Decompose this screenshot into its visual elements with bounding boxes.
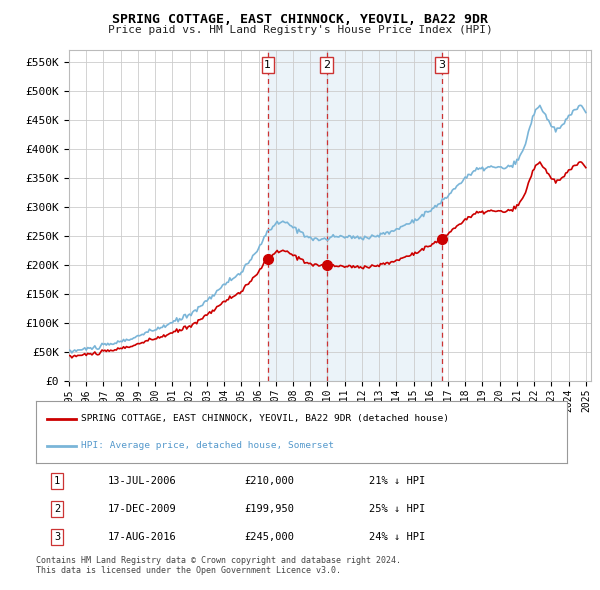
Text: 2: 2 xyxy=(323,60,330,70)
Text: SPRING COTTAGE, EAST CHINNOCK, YEOVIL, BA22 9DR (detached house): SPRING COTTAGE, EAST CHINNOCK, YEOVIL, B… xyxy=(81,414,449,423)
Text: 13-JUL-2006: 13-JUL-2006 xyxy=(108,476,176,486)
Text: £210,000: £210,000 xyxy=(245,476,295,486)
Bar xyxy=(268,50,327,381)
Text: 2: 2 xyxy=(54,504,61,514)
Text: Contains HM Land Registry data © Crown copyright and database right 2024.
This d: Contains HM Land Registry data © Crown c… xyxy=(36,556,401,575)
Text: £199,950: £199,950 xyxy=(245,504,295,514)
Text: £245,000: £245,000 xyxy=(245,532,295,542)
Text: 24% ↓ HPI: 24% ↓ HPI xyxy=(369,532,425,542)
Bar xyxy=(327,50,442,381)
Text: 1: 1 xyxy=(54,476,61,486)
Text: SPRING COTTAGE, EAST CHINNOCK, YEOVIL, BA22 9DR: SPRING COTTAGE, EAST CHINNOCK, YEOVIL, B… xyxy=(112,13,488,26)
Text: 3: 3 xyxy=(54,532,61,542)
Text: 21% ↓ HPI: 21% ↓ HPI xyxy=(369,476,425,486)
Text: 17-AUG-2016: 17-AUG-2016 xyxy=(108,532,176,542)
Text: HPI: Average price, detached house, Somerset: HPI: Average price, detached house, Some… xyxy=(81,441,334,450)
Text: 3: 3 xyxy=(438,60,445,70)
Text: Price paid vs. HM Land Registry's House Price Index (HPI): Price paid vs. HM Land Registry's House … xyxy=(107,25,493,35)
Text: 1: 1 xyxy=(265,60,271,70)
Text: 17-DEC-2009: 17-DEC-2009 xyxy=(108,504,176,514)
Text: 25% ↓ HPI: 25% ↓ HPI xyxy=(369,504,425,514)
